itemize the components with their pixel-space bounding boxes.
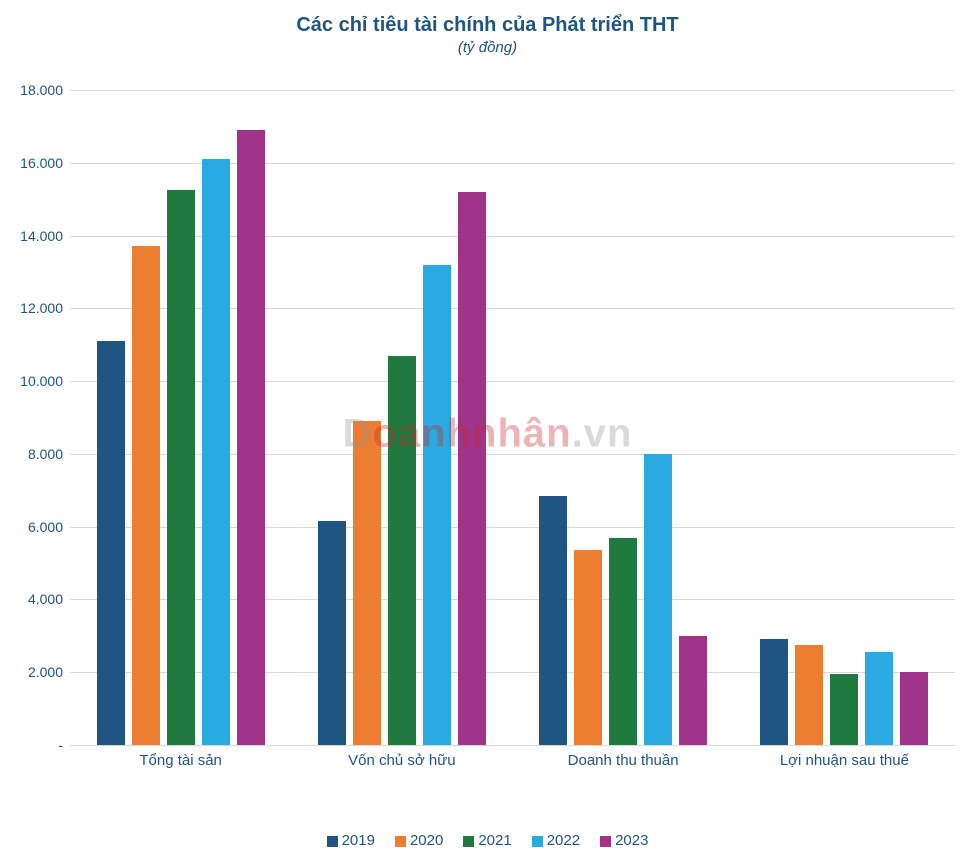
- bar: [97, 341, 125, 745]
- bar: [679, 636, 707, 745]
- legend: 2019 2020 2021 2022 2023: [0, 832, 975, 849]
- y-axis-label: 6.000: [8, 519, 63, 535]
- bar: [760, 639, 788, 745]
- y-axis-label: 2.000: [8, 664, 63, 680]
- legend-label: 2019: [342, 832, 375, 849]
- bar: [167, 190, 195, 745]
- legend-swatch: [327, 836, 338, 847]
- plot-area: [70, 90, 955, 745]
- bar: [318, 521, 346, 745]
- y-axis-label: 4.000: [8, 591, 63, 607]
- bar: [353, 421, 381, 745]
- y-axis-label: 14.000: [8, 228, 63, 244]
- gridline: [70, 745, 955, 746]
- bar: [644, 454, 672, 745]
- legend-item: 2023: [600, 832, 648, 849]
- legend-label: 2023: [615, 832, 648, 849]
- legend-label: 2020: [410, 832, 443, 849]
- x-axis-label: Lợi nhuận sau thuế: [780, 752, 909, 769]
- bar: [830, 674, 858, 745]
- legend-swatch: [463, 836, 474, 847]
- legend-swatch: [600, 836, 611, 847]
- bar: [865, 652, 893, 745]
- y-axis-label: -: [8, 737, 63, 753]
- legend-item: 2020: [395, 832, 443, 849]
- bar: [574, 550, 602, 745]
- chart-container: Các chỉ tiêu tài chính của Phát triển TH…: [0, 0, 975, 867]
- legend-item: 2021: [463, 832, 511, 849]
- chart-subtitle: (tỷ đồng): [0, 39, 975, 56]
- bar: [458, 192, 486, 745]
- bar: [388, 356, 416, 745]
- bar: [202, 159, 230, 745]
- bar: [795, 645, 823, 745]
- bar: [237, 130, 265, 745]
- y-axis-label: 10.000: [8, 373, 63, 389]
- legend-swatch: [395, 836, 406, 847]
- legend-label: 2021: [478, 832, 511, 849]
- x-axis-label: Vốn chủ sở hữu: [348, 752, 455, 769]
- bar: [609, 538, 637, 745]
- legend-item: 2022: [532, 832, 580, 849]
- legend-swatch: [532, 836, 543, 847]
- legend-item: 2019: [327, 832, 375, 849]
- chart-title: Các chỉ tiêu tài chính của Phát triển TH…: [0, 0, 975, 37]
- bar: [539, 496, 567, 745]
- x-axis-label: Tổng tài sản: [139, 752, 222, 769]
- bar: [423, 265, 451, 745]
- legend-label: 2022: [547, 832, 580, 849]
- y-axis-label: 18.000: [8, 82, 63, 98]
- y-axis-label: 12.000: [8, 300, 63, 316]
- bar: [900, 672, 928, 745]
- gridline: [70, 90, 955, 91]
- x-axis-label: Doanh thu thuần: [568, 752, 679, 769]
- y-axis-label: 16.000: [8, 155, 63, 171]
- y-axis-label: 8.000: [8, 446, 63, 462]
- bar: [132, 246, 160, 745]
